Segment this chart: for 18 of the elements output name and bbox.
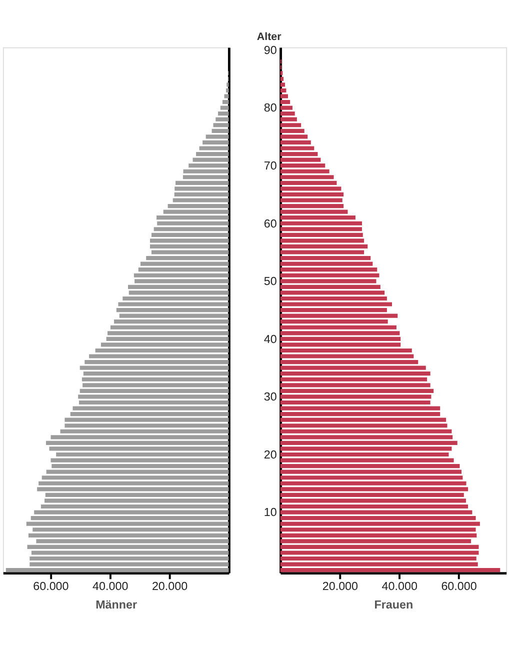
y-tick-label: 90 (264, 44, 278, 57)
y-tick-label: 80 (264, 102, 278, 115)
x-tick-label: 20.000 (322, 580, 359, 593)
y-axis-title: Alter (256, 30, 282, 43)
x-axis-title: Männer (96, 598, 138, 612)
y-tick-label: 50 (264, 275, 278, 288)
y-tick-label: 20 (264, 448, 278, 462)
y-tick-label: 70 (264, 159, 278, 172)
x-tick-label: 20.000 (152, 580, 188, 593)
x-tick-label: 40.000 (382, 580, 418, 593)
y-tick-label: 10 (264, 506, 278, 520)
x-axis-title: Frauen (374, 598, 414, 612)
y-tick-label: 60 (264, 217, 278, 230)
x-tick-label: 60.000 (441, 580, 478, 593)
y-tick-label: 40 (264, 332, 278, 346)
y-tick-label: 30 (264, 390, 278, 404)
x-tick-label: 40.000 (92, 580, 129, 593)
x-tick-label: 60.000 (33, 580, 70, 593)
